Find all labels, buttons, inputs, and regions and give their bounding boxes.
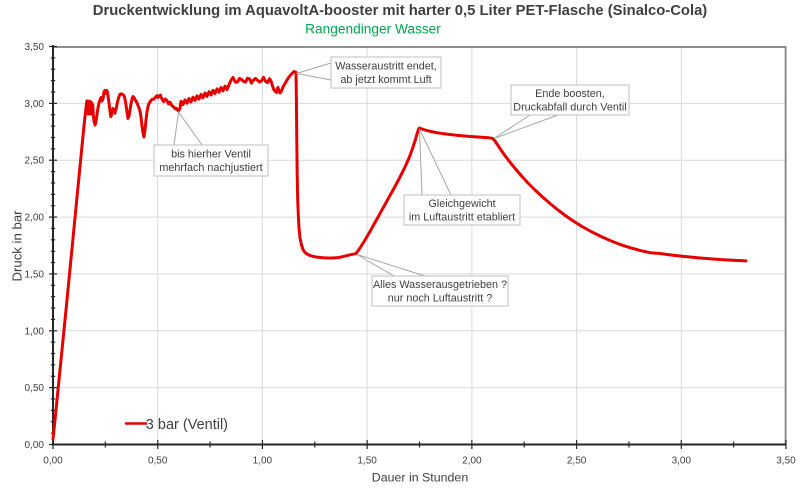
svg-text:Ende boosten,: Ende boosten, (535, 88, 605, 100)
svg-text:Druck in bar: Druck in bar (10, 210, 25, 282)
svg-text:im Luftaustritt etabliert: im Luftaustritt etabliert (409, 212, 515, 224)
svg-text:2,50: 2,50 (567, 456, 587, 467)
svg-text:bis hierher Ventil: bis hierher Ventil (171, 149, 251, 161)
svg-text:0,00: 0,00 (43, 456, 63, 467)
svg-text:0,00: 0,00 (25, 440, 45, 451)
svg-text:2,50: 2,50 (25, 156, 45, 167)
svg-text:3 bar (Ventil): 3 bar (Ventil) (146, 417, 228, 433)
svg-text:2,00: 2,00 (462, 456, 482, 467)
svg-text:1,00: 1,00 (25, 326, 45, 337)
svg-text:0,50: 0,50 (148, 456, 168, 467)
svg-text:Alles Wasserausgetrieben ?: Alles Wasserausgetrieben ? (373, 279, 507, 291)
svg-text:Dauer in Stunden: Dauer in Stunden (372, 471, 469, 485)
svg-text:Rangendinger Wasser: Rangendinger Wasser (305, 22, 441, 37)
svg-text:3,50: 3,50 (25, 42, 45, 53)
svg-text:1,50: 1,50 (357, 456, 377, 467)
svg-text:Druckentwicklung im AquavoltA-: Druckentwicklung im AquavoltA-booster mi… (93, 3, 708, 19)
svg-text:3,50: 3,50 (776, 456, 796, 467)
svg-text:Gleichgewicht: Gleichgewicht (428, 198, 495, 210)
svg-text:nur noch Luftaustritt ?: nur noch Luftaustritt ? (388, 293, 492, 305)
svg-text:Druckabfall durch Ventil: Druckabfall durch Ventil (513, 102, 626, 114)
svg-text:1,00: 1,00 (253, 456, 273, 467)
svg-text:ab jetzt kommt Luft: ab jetzt kommt Luft (340, 74, 431, 86)
svg-text:0,50: 0,50 (25, 383, 45, 394)
svg-text:2,00: 2,00 (25, 213, 45, 224)
svg-text:1,50: 1,50 (25, 269, 45, 280)
svg-text:3,00: 3,00 (672, 456, 692, 467)
svg-text:Wasseraustritt endet,: Wasseraustritt endet, (335, 61, 437, 73)
svg-text:3,00: 3,00 (25, 99, 45, 110)
svg-text:mehrfach nachjustiert: mehrfach nachjustiert (159, 162, 262, 174)
